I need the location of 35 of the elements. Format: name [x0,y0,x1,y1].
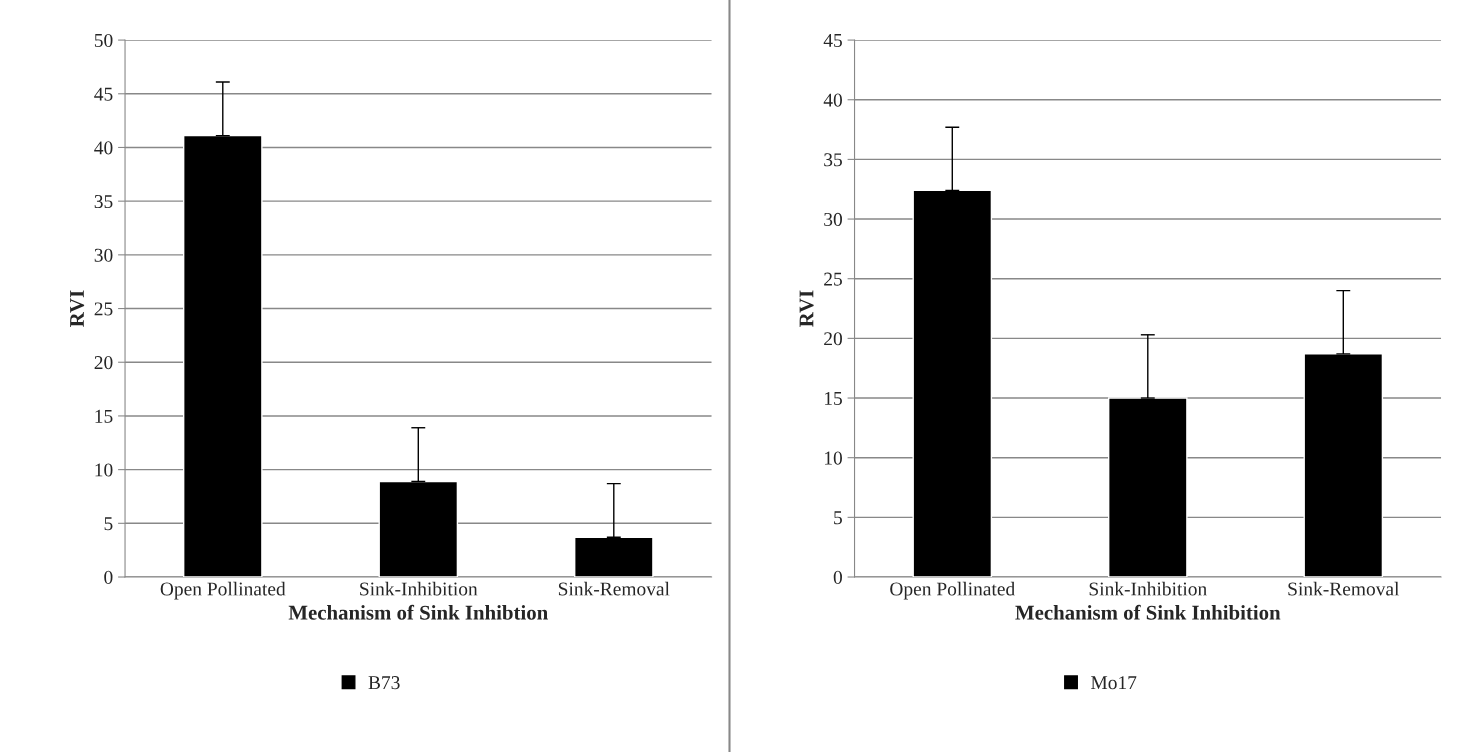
y-tick-label: 45 [94,87,113,101]
y-tick-label: 10 [825,451,842,465]
x-tick-label: Sink-Inhibition [360,581,478,596]
y-tick-label: 30 [94,248,113,262]
y-axis-title: RVI [799,290,814,327]
y-tick-label: 40 [94,141,113,155]
x-axis-title: Mechanism of Sink Inhibtion [288,604,548,620]
y-tick-label: 5 [834,511,842,525]
y-tick-label: 15 [825,391,842,405]
y-tick-label: 20 [824,332,842,346]
y-tick-label: 45 [823,34,842,48]
x-tick-label: Sink-Removal [1288,581,1400,596]
x-axis-title: Mechanism of Sink Inhibition [1015,604,1281,620]
bar [1107,397,1188,578]
x-tick-label: Sink-Inhibition [1089,581,1207,596]
y-tick-label: 0 [833,570,842,584]
y-tick-label: 5 [104,517,113,531]
y-tick-label: 25 [94,302,113,316]
y-tick-label: 35 [94,195,113,209]
legend-label: Mo17 [1091,676,1137,690]
y-tick-label: 35 [824,153,842,167]
y-tick-label: 15 [95,409,113,423]
x-tick-label: Open Pollinated [890,581,1015,600]
y-tick-label: 10 [95,463,113,477]
y-tick-label: 40 [823,93,842,107]
legend-label: B73 [368,676,400,690]
y-tick-label: 0 [104,570,113,584]
y-tick-label: 25 [824,272,842,286]
x-tick-label: Sink-Removal [558,581,670,596]
x-tick-label: Open Pollinated [160,581,286,600]
bar [1303,353,1384,578]
y-axis-title: RVI [70,290,85,327]
y-tick-label: 20 [94,356,113,370]
y-tick-label: 50 [94,33,113,48]
y-tick-label: 30 [824,212,842,226]
